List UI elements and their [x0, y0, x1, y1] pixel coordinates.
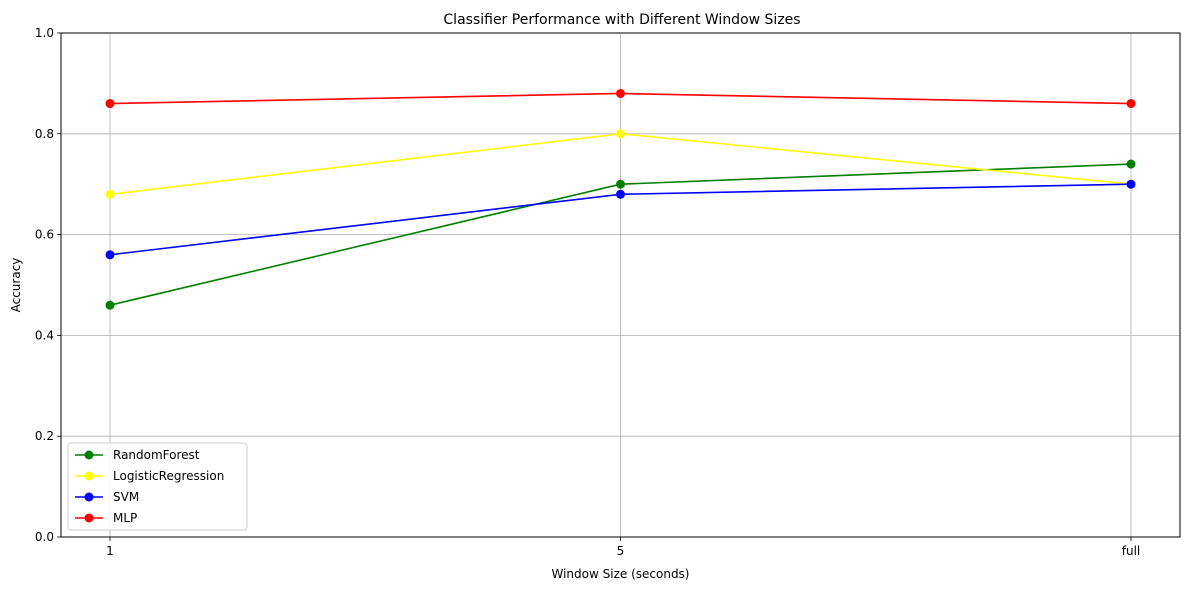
- data-point: [105, 189, 115, 199]
- y-tick-label: 0.0: [35, 530, 54, 544]
- data-point: [105, 250, 115, 260]
- legend-item: LogisticRegression: [75, 469, 224, 483]
- data-point: [1126, 179, 1136, 189]
- legend-label: SVM: [113, 490, 139, 504]
- x-axis-label: Window Size (seconds): [552, 567, 690, 581]
- series-svm: [105, 179, 1136, 260]
- data-point: [105, 300, 115, 310]
- chart-title: Classifier Performance with Different Wi…: [443, 12, 800, 28]
- legend-marker: [84, 471, 94, 481]
- legend-label: LogisticRegression: [113, 469, 224, 483]
- data-point: [1126, 159, 1136, 169]
- y-tick-label: 0.2: [35, 429, 54, 443]
- legend: RandomForest LogisticRegression SVM MLP: [67, 442, 248, 531]
- y-tick-label: 0.4: [35, 328, 54, 342]
- data-point: [616, 88, 625, 98]
- legend-marker: [84, 492, 94, 502]
- y-axis-label: Accuracy: [9, 258, 23, 313]
- series-mlp: [105, 88, 1136, 109]
- series-randomforest: [105, 159, 1136, 310]
- x-tick-label: full: [1122, 544, 1141, 558]
- y-tick-label: 1.0: [35, 26, 54, 40]
- data-point: [105, 99, 115, 109]
- legend-marker: [84, 513, 94, 523]
- legend-item: RandomForest: [75, 448, 200, 462]
- legend-box: [67, 442, 248, 531]
- y-tick-label: 0.6: [35, 228, 54, 242]
- data-point: [1126, 99, 1136, 109]
- x-tick-label: 5: [617, 544, 625, 558]
- legend-item: MLP: [75, 511, 137, 525]
- legend-label: MLP: [113, 511, 137, 525]
- y-tick-label: 0.8: [35, 127, 54, 141]
- legend-label: RandomForest: [113, 448, 200, 462]
- legend-item: SVM: [75, 490, 139, 504]
- data-point: [616, 179, 625, 189]
- x-tick-label: 1: [106, 544, 114, 558]
- legend-marker: [84, 450, 94, 460]
- ticks: 1 5 full 0.0 0.2 0.4 0.6 0.8 1.0: [35, 26, 1140, 558]
- series-group: [105, 88, 1136, 310]
- data-point: [616, 129, 625, 139]
- data-point: [616, 189, 625, 199]
